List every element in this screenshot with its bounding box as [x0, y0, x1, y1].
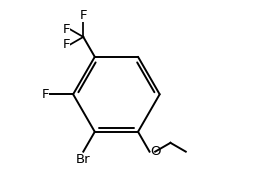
Text: F: F [80, 9, 87, 22]
Text: F: F [42, 88, 49, 101]
Text: Br: Br [76, 153, 91, 166]
Text: O: O [150, 145, 161, 158]
Text: F: F [63, 23, 70, 36]
Text: F: F [63, 38, 70, 51]
